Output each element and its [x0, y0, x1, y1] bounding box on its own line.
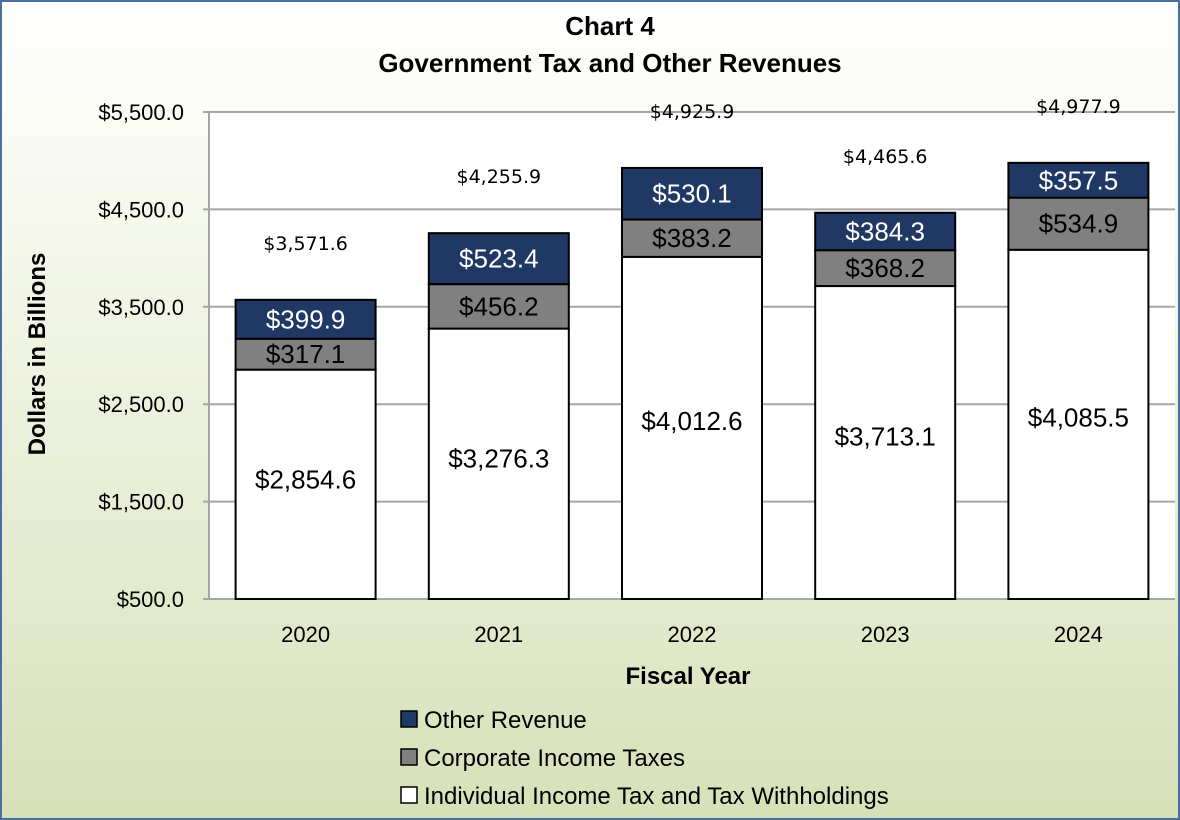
legend-label: Individual Income Tax and Tax Withholdin…	[424, 783, 889, 810]
x-tick-label: 2024	[1054, 622, 1103, 647]
segment-label-corporate: $317.1	[266, 339, 346, 369]
legend: Other Revenue Corporate Income Taxes Indiv…	[400, 707, 889, 810]
y-tick-label: $5,500.0	[98, 100, 184, 125]
legend-label: Corporate Income Taxes	[424, 745, 685, 772]
y-axis-title: Dollars in Billions	[24, 253, 51, 456]
bar-segment-individual	[234, 368, 377, 600]
segment-label-individual: $2,854.6	[255, 465, 356, 495]
legend-label: Other Revenue	[424, 707, 587, 734]
segment-label-corporate: $534.9	[1039, 209, 1119, 239]
y-tick-label: $500.0	[117, 587, 184, 612]
bar-segment-other	[814, 211, 957, 252]
y-tick-labels: $500.0 $1,500.0 $2,500.0 $3,500.0 $4,500.0 $5…	[98, 100, 184, 612]
total-label: $4,465.6	[843, 146, 928, 168]
segment-label-individual: $4,012.6	[641, 406, 742, 436]
segment-label-corporate: $368.2	[845, 253, 925, 283]
y-tick-label: $2,500.0	[98, 392, 184, 417]
segment-label-other: $530.1	[652, 179, 732, 209]
bar-segment-other	[621, 166, 763, 221]
total-label: $4,977.9	[1036, 96, 1121, 118]
bar-layer: $2,854.6 $317.1 $399.9 $3,571.6 $3,276.3 $456…	[234, 96, 1150, 600]
bar-segment-individual	[621, 255, 763, 600]
y-tick-label: $1,500.0	[98, 490, 184, 515]
y-tick-label: $4,500.0	[98, 197, 184, 222]
segment-label-other: $357.5	[1039, 165, 1119, 195]
bar-segment-individual	[814, 285, 957, 600]
x-tick-label: 2020	[281, 622, 330, 647]
legend-swatch	[400, 710, 418, 728]
chart-title: Chart 4	[565, 11, 655, 41]
segment-label-corporate: $456.2	[459, 291, 539, 321]
segment-label-individual: $3,713.1	[835, 421, 936, 451]
segment-label-other: $523.4	[459, 244, 539, 274]
total-label: $4,255.9	[456, 166, 541, 188]
x-tick-label: 2022	[668, 622, 717, 647]
total-label: $3,571.6	[263, 233, 348, 255]
segment-label-other: $399.9	[266, 304, 346, 334]
bar-segment-other	[234, 298, 377, 340]
segment-label-individual: $3,276.3	[448, 443, 549, 473]
segment-label-corporate: $383.2	[652, 223, 732, 253]
x-tick-labels: 2020 2021 2022 2023 2024	[281, 622, 1103, 647]
bar-segment-corporate	[621, 218, 763, 258]
bar-segment-corporate	[814, 249, 957, 288]
x-tick-label: 2023	[861, 622, 910, 647]
legend-swatch	[400, 748, 418, 766]
x-axis-title: Fiscal Year	[626, 663, 751, 690]
bar-segment-corporate	[234, 337, 377, 371]
legend-swatch	[400, 786, 418, 804]
bar-segment-corporate	[1007, 196, 1150, 251]
chart-subtitle: Government Tax and Other Revenues	[378, 48, 841, 78]
y-tick-label: $3,500.0	[98, 295, 184, 320]
bar-segment-individual	[427, 327, 570, 600]
total-label: $4,925.9	[650, 101, 735, 123]
bar-segment-other	[1007, 161, 1150, 199]
bar-segment-other	[427, 232, 570, 286]
segment-label-other: $384.3	[845, 216, 925, 246]
segment-label-individual: $4,085.5	[1028, 402, 1129, 432]
x-tick-label: 2021	[474, 622, 523, 647]
